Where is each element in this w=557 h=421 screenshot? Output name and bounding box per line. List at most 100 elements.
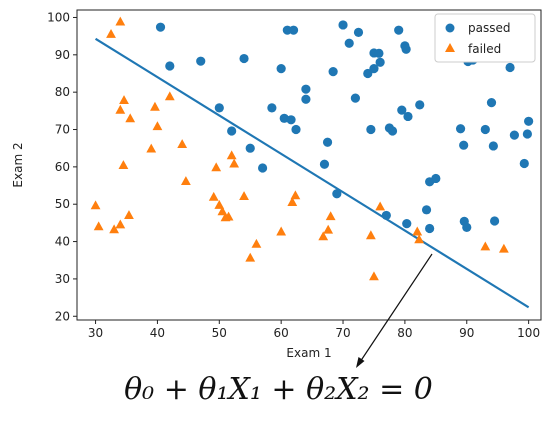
arrow-head <box>356 357 365 368</box>
point-passed <box>431 173 441 184</box>
point-passed <box>459 140 469 150</box>
point-failed <box>223 211 234 221</box>
point-failed <box>498 243 509 253</box>
point-passed <box>227 126 237 136</box>
x-tick-label: 90 <box>459 326 474 340</box>
point-failed <box>239 191 249 200</box>
point-passed <box>401 44 411 54</box>
point-failed <box>90 200 101 210</box>
point-passed <box>455 124 466 134</box>
legend-marker-failed <box>445 43 455 52</box>
point-passed <box>245 143 255 153</box>
point-failed <box>287 197 298 206</box>
y-axis-label: Exam 2 <box>11 142 25 187</box>
point-passed <box>374 48 384 58</box>
point-failed <box>125 113 136 123</box>
point-failed <box>115 219 126 229</box>
y-tick-label: 100 <box>47 10 70 24</box>
point-passed <box>480 124 490 135</box>
point-passed <box>155 22 166 32</box>
point-passed <box>288 25 299 35</box>
data-points-layer <box>90 16 534 281</box>
point-passed <box>490 216 500 226</box>
y-tick-label: 80 <box>55 85 70 99</box>
point-failed <box>323 224 334 234</box>
point-passed <box>328 67 338 77</box>
point-failed <box>93 221 104 231</box>
point-failed <box>164 91 175 101</box>
point-failed <box>226 150 237 160</box>
point-passed <box>462 222 472 232</box>
point-failed <box>229 158 240 168</box>
legend-label-passed: passed <box>468 21 510 35</box>
point-failed <box>119 95 129 104</box>
point-passed <box>486 98 497 108</box>
point-passed <box>239 53 249 64</box>
point-passed <box>267 103 277 113</box>
point-passed <box>397 105 407 115</box>
point-failed <box>214 200 225 209</box>
point-passed <box>332 189 342 199</box>
point-failed <box>109 224 120 234</box>
x-tick-label: 60 <box>274 326 289 340</box>
point-passed <box>276 64 286 74</box>
point-passed <box>522 129 532 139</box>
equation-arrow <box>356 253 433 368</box>
decision-boundary-equation: θ₀ + θ₁X₁ + θ₂X₂ = 0 <box>124 372 433 407</box>
point-failed <box>365 230 376 240</box>
point-failed <box>369 271 379 281</box>
point-passed <box>353 27 364 38</box>
point-passed <box>375 57 385 67</box>
point-failed <box>375 201 386 211</box>
point-passed <box>425 223 435 234</box>
point-passed <box>369 64 379 74</box>
point-failed <box>152 121 163 131</box>
y-tick-label: 20 <box>55 309 70 323</box>
y-tick-label: 50 <box>55 197 70 211</box>
point-failed <box>115 16 126 26</box>
point-failed <box>146 143 157 153</box>
x-tick-label: 30 <box>88 326 103 340</box>
point-passed <box>196 56 206 66</box>
point-passed <box>322 137 333 147</box>
point-passed <box>421 205 432 215</box>
point-failed <box>245 252 256 262</box>
point-passed <box>319 159 330 169</box>
point-failed <box>325 211 336 221</box>
point-passed <box>381 210 391 221</box>
point-passed <box>350 93 360 103</box>
point-passed <box>524 116 534 126</box>
point-failed <box>118 160 129 169</box>
x-tick-label: 100 <box>517 326 540 340</box>
legend-box <box>434 13 536 63</box>
point-failed <box>211 162 222 172</box>
point-passed <box>165 61 175 71</box>
point-failed <box>115 104 126 114</box>
point-failed <box>124 210 134 220</box>
point-passed <box>258 163 268 173</box>
point-passed <box>286 115 296 125</box>
arrow-shaft <box>359 253 433 363</box>
point-passed <box>394 25 404 35</box>
point-failed <box>480 241 491 251</box>
plot-frame <box>76 9 542 321</box>
legend-marker-passed <box>445 23 455 33</box>
decision-boundary-line <box>94 37 530 309</box>
point-passed <box>509 130 519 140</box>
y-tick-label: 70 <box>55 123 70 137</box>
point-passed <box>291 124 301 135</box>
decision-boundary-layer <box>94 37 530 309</box>
point-failed <box>150 101 160 111</box>
point-passed <box>301 84 311 94</box>
point-passed <box>415 100 425 110</box>
point-failed <box>412 226 423 236</box>
y-tick-label: 90 <box>55 48 70 62</box>
point-passed <box>366 124 376 135</box>
point-failed <box>251 238 262 248</box>
point-failed <box>290 190 301 200</box>
point-passed <box>387 126 398 136</box>
x-tick-label: 70 <box>335 326 350 340</box>
point-failed <box>106 28 116 38</box>
point-passed <box>214 103 224 113</box>
